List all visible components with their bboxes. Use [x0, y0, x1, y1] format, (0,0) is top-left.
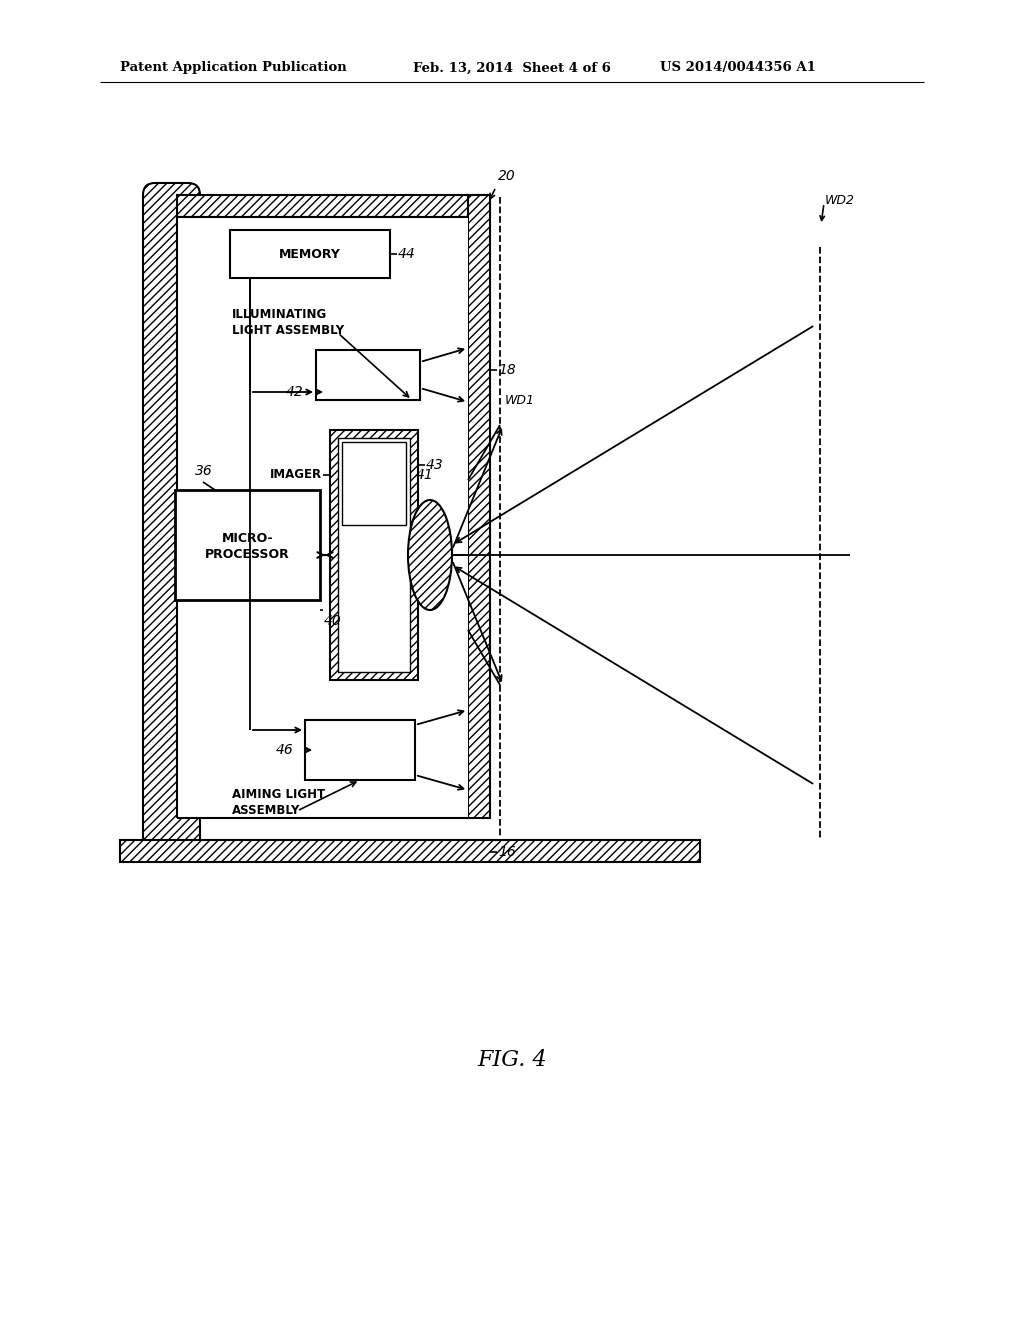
Text: FIG. 4: FIG. 4 — [477, 1049, 547, 1071]
Text: 43: 43 — [426, 458, 443, 473]
Text: WD1: WD1 — [505, 393, 535, 407]
Text: MEMORY: MEMORY — [280, 248, 341, 260]
Bar — [177, 195, 490, 216]
Text: 44: 44 — [398, 247, 416, 261]
Text: MICRO-: MICRO- — [221, 532, 273, 545]
Text: 36: 36 — [195, 465, 213, 478]
Text: 40: 40 — [324, 614, 342, 628]
Bar — [316, 350, 420, 400]
Bar — [177, 216, 468, 818]
Text: 16: 16 — [498, 845, 516, 859]
Ellipse shape — [408, 500, 452, 610]
Text: 20: 20 — [498, 169, 516, 183]
Text: WD2: WD2 — [825, 194, 855, 206]
Bar — [342, 442, 406, 525]
Text: 18: 18 — [498, 363, 516, 378]
Text: 42: 42 — [287, 385, 304, 399]
Bar — [175, 490, 319, 601]
Text: IMAGER: IMAGER — [270, 469, 322, 482]
Text: US 2014/0044356 A1: US 2014/0044356 A1 — [660, 62, 816, 74]
Text: Patent Application Publication: Patent Application Publication — [120, 62, 347, 74]
Text: AIMING LIGHT: AIMING LIGHT — [232, 788, 326, 801]
Bar — [305, 719, 415, 780]
Text: PROCESSOR: PROCESSOR — [205, 549, 290, 561]
Bar — [330, 430, 418, 680]
Bar — [338, 438, 410, 672]
Bar — [468, 195, 490, 818]
Text: LIGHT ASSEMBLY: LIGHT ASSEMBLY — [232, 325, 344, 338]
FancyBboxPatch shape — [143, 183, 200, 851]
Text: ASSEMBLY: ASSEMBLY — [232, 804, 300, 817]
Bar — [230, 230, 390, 279]
Text: 46: 46 — [275, 743, 293, 756]
Bar — [120, 840, 700, 862]
Text: ILLUMINATING: ILLUMINATING — [232, 309, 328, 322]
Text: Feb. 13, 2014  Sheet 4 of 6: Feb. 13, 2014 Sheet 4 of 6 — [413, 62, 611, 74]
Text: 41: 41 — [416, 469, 434, 482]
